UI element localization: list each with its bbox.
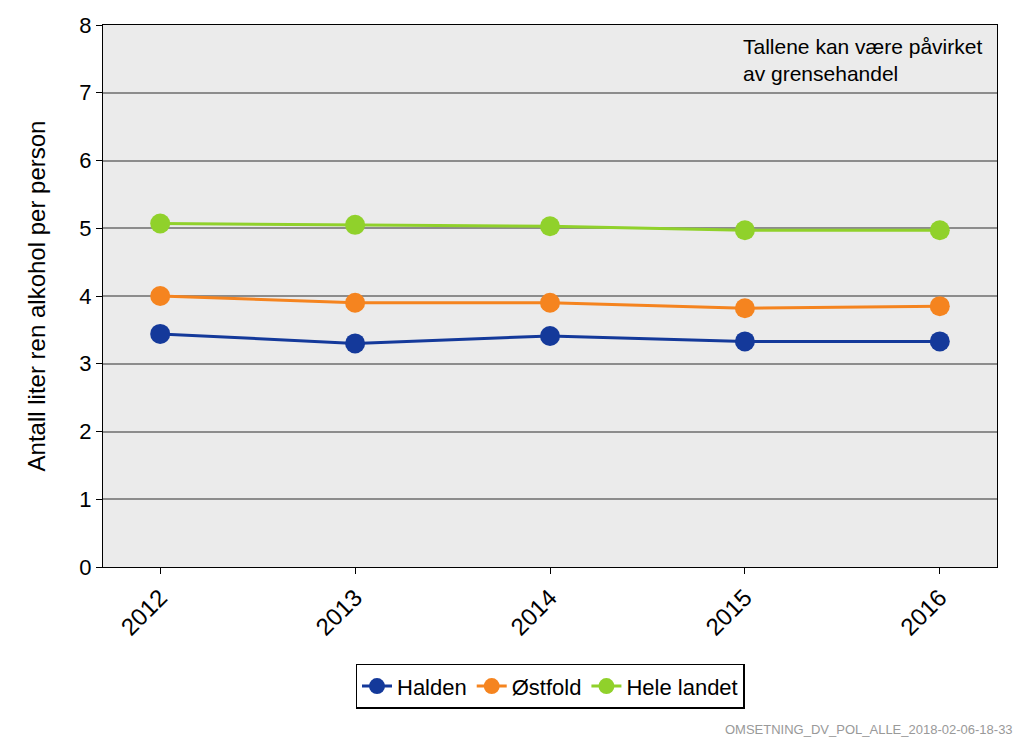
svg-text:3: 3 xyxy=(79,351,91,376)
svg-text:4: 4 xyxy=(79,284,91,309)
svg-text:2014: 2014 xyxy=(505,584,562,641)
svg-text:Halden: Halden xyxy=(397,675,467,700)
svg-text:Hele landet: Hele landet xyxy=(626,675,737,700)
svg-text:1: 1 xyxy=(79,487,91,512)
svg-text:2013: 2013 xyxy=(310,584,367,641)
svg-text:Tallene kan være påvirketav gr: Tallene kan være påvirketav grensehandel xyxy=(743,35,982,85)
svg-text:8: 8 xyxy=(79,13,91,38)
svg-text:2015: 2015 xyxy=(700,584,757,641)
svg-text:5: 5 xyxy=(79,216,91,241)
svg-text:Østfold: Østfold xyxy=(512,675,582,700)
svg-text:2: 2 xyxy=(79,419,91,444)
svg-text:6: 6 xyxy=(79,148,91,173)
svg-text:2016: 2016 xyxy=(895,584,952,641)
svg-text:OMSETNING_DV_POL_ALLE_2018-02-: OMSETNING_DV_POL_ALLE_2018-02-06-18-33 xyxy=(725,722,1013,737)
svg-text:0: 0 xyxy=(79,555,91,580)
svg-text:7: 7 xyxy=(79,80,91,105)
svg-text:Antall liter ren alkohol per p: Antall liter ren alkohol per person xyxy=(23,121,50,472)
svg-text:2012: 2012 xyxy=(115,584,172,641)
